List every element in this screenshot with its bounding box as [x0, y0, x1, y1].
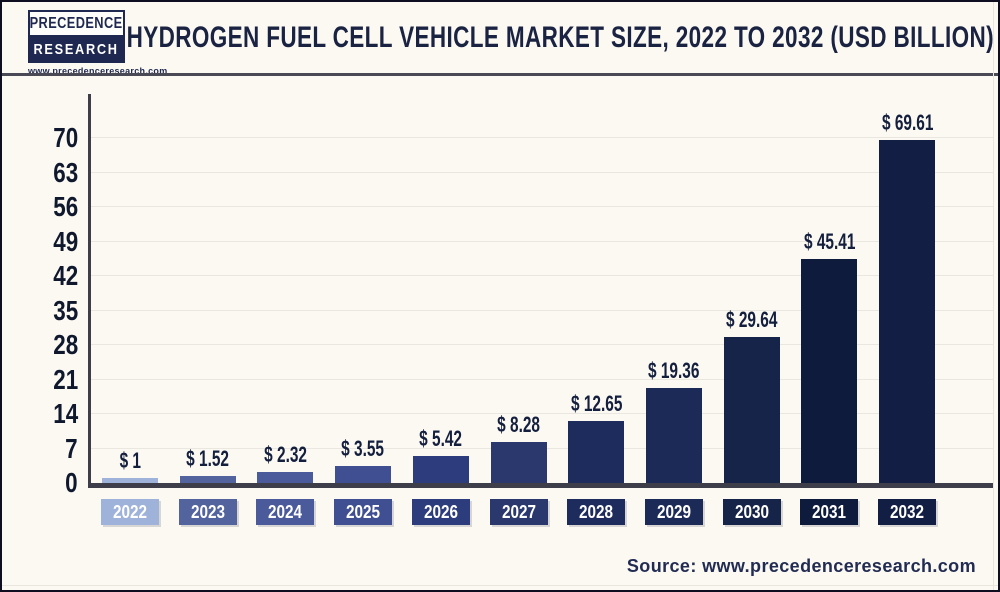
- bar-value-label-2025: $ 3.55: [341, 435, 385, 461]
- gridline: [91, 171, 993, 173]
- y-axis-tick-label: 49: [53, 225, 78, 257]
- year-slot-2024: 2024: [246, 499, 324, 525]
- year-slot-2032: 2032: [868, 499, 946, 525]
- y-axis-tick-label: 42: [53, 260, 78, 291]
- bar-2022: [101, 478, 158, 483]
- year-slot-2023: 2023: [169, 499, 247, 525]
- bar-value-label-2026: $ 5.42: [419, 426, 463, 452]
- y-axis-tick-label: 28: [53, 329, 78, 360]
- year-slot-2031: 2031: [791, 499, 869, 525]
- x-axis-label-2031: 2031: [800, 499, 859, 525]
- x-axis-label-2030: 2030: [722, 499, 781, 525]
- year-slot-2025: 2025: [324, 499, 402, 525]
- bar-value-label-2022: $ 1: [119, 448, 141, 474]
- page-title: HYDROGEN FUEL CELL VEHICLE MARKET SIZE, …: [126, 20, 994, 54]
- bar-slot-2029: $ 19.36: [635, 97, 713, 483]
- gridline: [91, 240, 993, 242]
- logo-line1: PRECEDENCE: [30, 14, 123, 32]
- x-axis-line: [88, 483, 993, 488]
- bar-value-label-2031: $ 45.41: [803, 229, 856, 255]
- bar-value-label-2032: $ 69.61: [881, 109, 933, 135]
- bar-2023: [179, 475, 236, 483]
- source-text: Source: www.precedenceresearch.com: [626, 556, 976, 576]
- bar-value-label-2028: $ 12.65: [570, 390, 622, 416]
- bar-slot-2028: $ 12.65: [557, 97, 635, 483]
- bar-slot-2030: $ 29.64: [713, 97, 791, 483]
- gridline: [91, 275, 993, 276]
- bar-slot-2022: $ 1: [91, 97, 169, 483]
- y-axis-tick-label: 7: [65, 432, 78, 464]
- y-axis-labels: 0 7 14 21 28 35 42 49 56 63 70: [2, 97, 78, 497]
- bar-2028: [568, 420, 625, 483]
- x-axis-label-2032: 2032: [878, 499, 937, 525]
- x-axis-label-2025: 2025: [334, 499, 393, 525]
- bar-value-label-2024: $ 2.32: [263, 441, 307, 467]
- gridline: [91, 344, 993, 345]
- y-axis-tick-label: 35: [53, 294, 78, 326]
- header-divider: [2, 73, 998, 76]
- gridline: [91, 137, 993, 138]
- bar-slot-2026: $ 5.42: [402, 97, 480, 483]
- bar-value-label-2023: $ 1.52: [186, 445, 230, 471]
- year-slot-2026: 2026: [402, 499, 480, 525]
- bar-2024: [257, 471, 314, 483]
- year-slot-2029: 2029: [635, 499, 713, 525]
- bar-2029: [646, 387, 702, 483]
- bar-value-label-2030: $ 29.64: [726, 306, 778, 332]
- x-axis-label-2029: 2029: [645, 499, 703, 525]
- frame-line-right: [993, 2, 994, 590]
- precedence-research-logo: PRECEDENCE RESEARCH www.precedenceresear…: [28, 10, 168, 76]
- y-axis-tick-label: 0: [65, 467, 78, 498]
- bar-value-label-2029: $ 19.36: [648, 357, 700, 383]
- header: PRECEDENCE RESEARCH www.precedenceresear…: [2, 2, 998, 76]
- y-axis-tick-label: 21: [53, 363, 78, 395]
- gridline: [91, 206, 993, 207]
- gridline: [91, 309, 993, 311]
- bar-2026: [412, 456, 469, 483]
- logo-url: www.precedenceresearch.com: [28, 66, 168, 76]
- logo-top: PRECEDENCE: [28, 10, 125, 37]
- bar-2030: [723, 336, 780, 483]
- x-axis-labels: 2022 2023 2024 2025 2026 2027 2028 2029 2030 2031…: [91, 499, 946, 525]
- x-axis-label-2024: 2024: [256, 499, 315, 525]
- y-axis-tick-label: 14: [53, 398, 78, 429]
- bar-slot-2024: $ 2.32: [246, 97, 324, 483]
- y-axis-line: [88, 94, 91, 488]
- bar-2025: [335, 465, 392, 483]
- year-slot-2027: 2027: [480, 499, 558, 525]
- bar-slot-2031: $ 45.41: [791, 97, 869, 483]
- gridline: [91, 413, 993, 414]
- x-axis-label-2027: 2027: [489, 499, 548, 525]
- bar-2031: [801, 259, 858, 483]
- y-axis-tick-label: 56: [53, 191, 78, 222]
- logo-line2: RESEARCH: [33, 40, 120, 58]
- x-axis-label-2023: 2023: [178, 499, 237, 525]
- frame-line-bottom: [2, 585, 998, 586]
- gridline: [91, 378, 993, 380]
- bars-area: $ 1 $ 1.52 $ 2.32 $ 3.55 $ 5.42 $ 8.28 $ 12.65…: [91, 97, 946, 483]
- bar-slot-2027: $ 8.28: [480, 97, 558, 483]
- y-axis-tick-label: 63: [53, 156, 78, 188]
- y-axis-tick-label: 70: [53, 122, 78, 153]
- x-axis-label-2022: 2022: [100, 499, 159, 525]
- x-axis-label-2028: 2028: [567, 499, 626, 525]
- x-axis-label-2026: 2026: [411, 499, 470, 525]
- bar-2032: [879, 139, 936, 483]
- year-slot-2030: 2030: [713, 499, 791, 525]
- logo-bottom: RESEARCH: [28, 37, 125, 63]
- bar-value-label-2027: $ 8.28: [497, 412, 540, 438]
- bar-slot-2032: $ 69.61: [868, 97, 946, 483]
- year-slot-2028: 2028: [557, 499, 635, 525]
- bar-slot-2025: $ 3.55: [324, 97, 402, 483]
- bar-2027: [490, 442, 547, 483]
- year-slot-2022: 2022: [91, 499, 169, 525]
- bar-slot-2023: $ 1.52: [169, 97, 247, 483]
